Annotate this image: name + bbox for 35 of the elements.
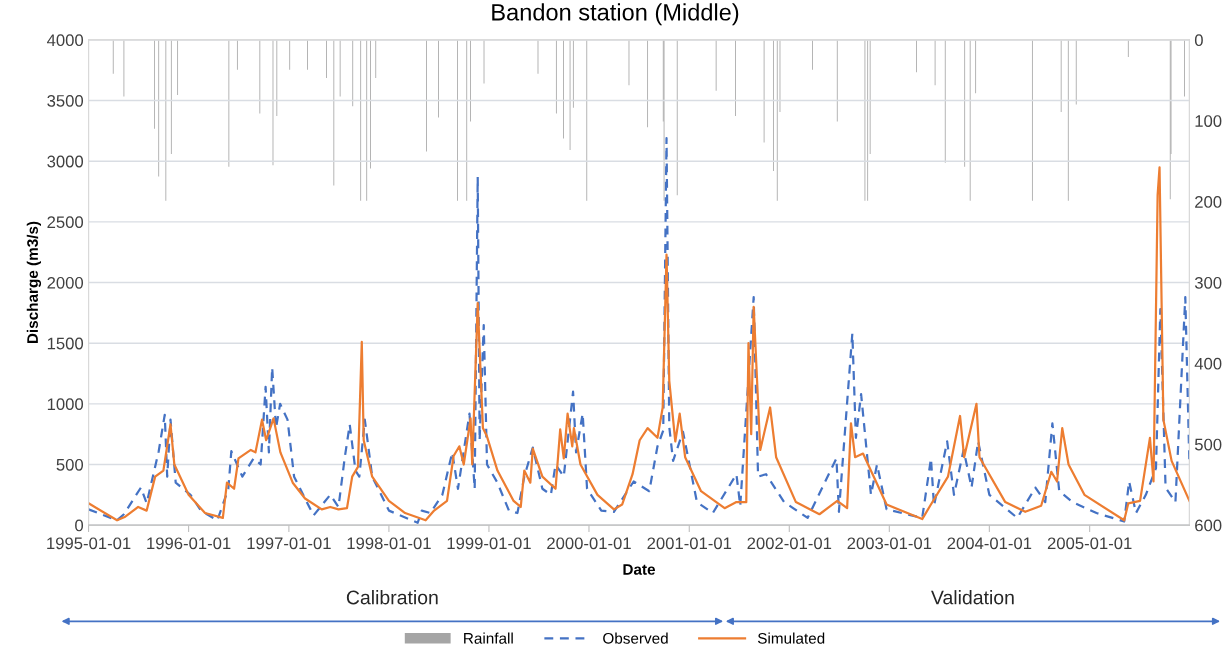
x-tick-label: 1997-01-01	[247, 537, 331, 550]
x-tick-label: 2000-01-01	[547, 537, 631, 550]
chart-title: Bandon station (Middle)	[492, 3, 739, 26]
x-tick-label: 1999-01-01	[447, 537, 531, 550]
y2-tick-label: 100	[1195, 115, 1222, 127]
legend-label: Observed	[603, 632, 668, 644]
x-tick-label: 2002-01-01	[747, 537, 832, 550]
y2-tick-label: 500	[1194, 438, 1222, 451]
y-tick-label: 1500	[47, 337, 84, 350]
x-tick-label: 2003-01-01	[847, 537, 932, 550]
x-tick-label: 2004-01-01	[947, 537, 1032, 550]
y-tick-label: 2000	[47, 276, 84, 289]
y-tick-label: 4000	[47, 34, 84, 47]
y2-tick-label: 200	[1195, 196, 1222, 208]
x-axis-title: Date	[623, 564, 656, 575]
y2-tick-label: 300	[1194, 276, 1222, 289]
x-tick-label: 1998-01-01	[347, 537, 431, 550]
x-tick-label: 1995-01-01	[47, 537, 131, 550]
y-tick-label: 500	[56, 458, 84, 471]
x-tick-label: 1996-01-01	[147, 537, 231, 550]
y-tick-label: 3500	[47, 94, 84, 107]
y2-tick-label: 400	[1194, 357, 1222, 370]
y-tick-label: 3000	[47, 155, 84, 168]
y-axis-title: Discharge (m3/s)	[26, 221, 42, 344]
legend-label: Rainfall	[464, 632, 513, 644]
x-tick-label: 2005-01-01	[1047, 537, 1132, 550]
x-tick-label: 2001-01-01	[647, 537, 732, 550]
y-tick-label: 0	[75, 519, 84, 532]
y-tick-label: 1000	[47, 398, 84, 411]
y2-tick-label: 600	[1195, 519, 1222, 532]
text: Calibration	[346, 590, 438, 605]
legend-label: Simulated	[757, 632, 825, 644]
y2-tick-label: 0	[1194, 34, 1203, 47]
text: Validation	[931, 590, 1014, 605]
y-tick-label: 2500	[47, 216, 84, 229]
